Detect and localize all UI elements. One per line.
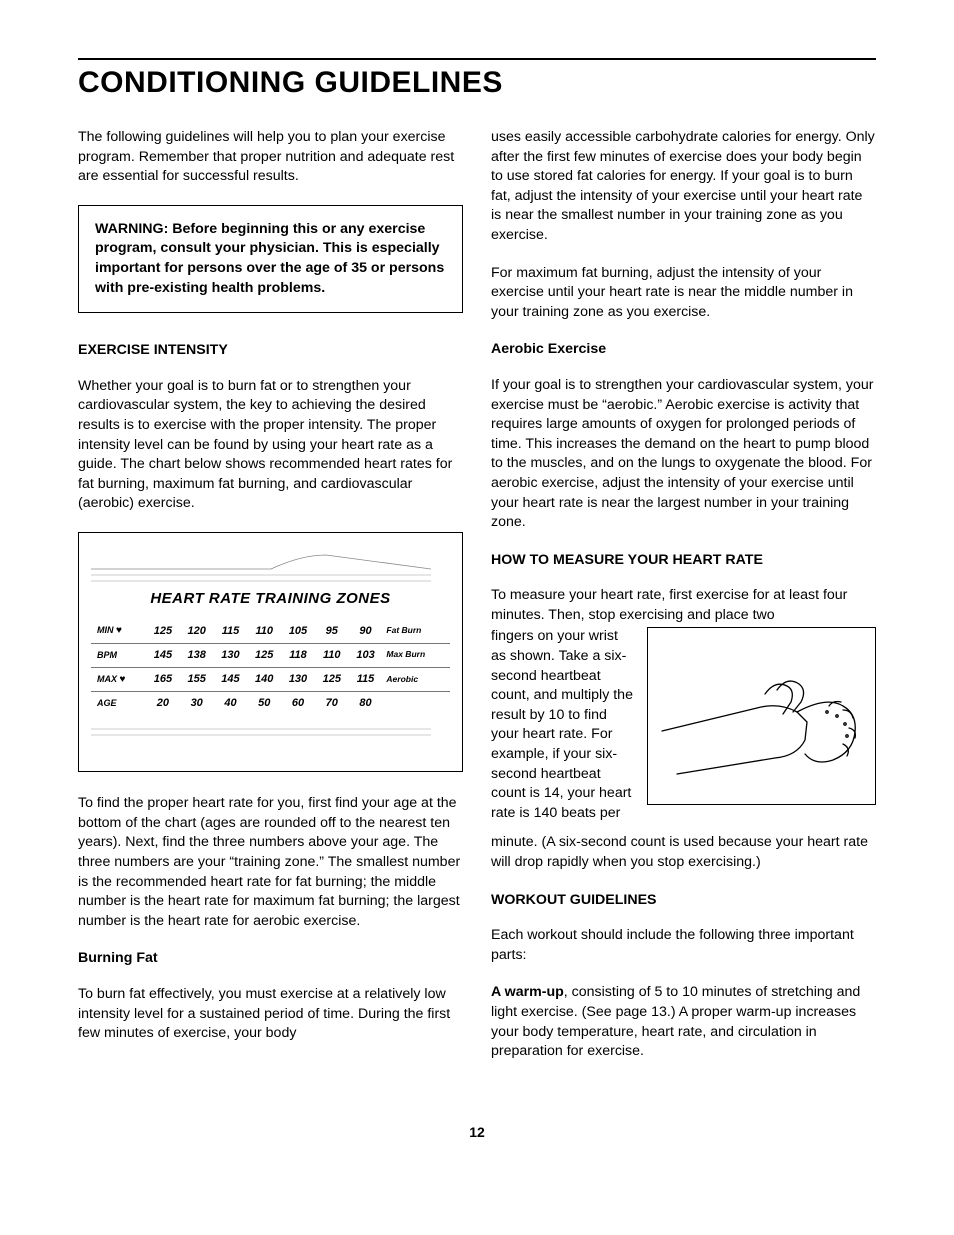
- heart-icon: ♥: [120, 674, 126, 685]
- heading-burning-fat: Burning Fat: [78, 949, 463, 969]
- paragraph-intensity: Whether your goal is to burn fat or to s…: [78, 377, 463, 514]
- heart-rate-chart: HEART RATE TRAINING ZONES MIN ♥ 12512011…: [78, 532, 463, 772]
- paragraph-aerobic: If your goal is to strengthen your cardi…: [491, 376, 876, 533]
- paragraph-max-burn: For maximum fat burning, adjust the inte…: [491, 264, 876, 323]
- two-column-layout: The following guidelines will help you t…: [78, 128, 876, 1080]
- paragraph-measure-side: fingers on your wrist as shown. Take a s…: [491, 627, 633, 823]
- chart-title: HEART RATE TRAINING ZONES: [91, 589, 450, 610]
- paragraph-warmup: A warm-up, consisting of 5 to 10 minutes…: [491, 983, 876, 1061]
- heart-icon: ♥: [116, 625, 122, 636]
- wrist-pulse-illustration: [647, 627, 876, 805]
- heading-aerobic: Aerobic Exercise: [491, 340, 876, 360]
- paragraph-burning-fat: To burn fat effectively, you must exerci…: [78, 985, 463, 1044]
- chart-curve-decoration: [91, 551, 431, 583]
- paragraph-workout-intro: Each workout should include the followin…: [491, 926, 876, 965]
- paragraph-measure-intro: To measure your heart rate, first exerci…: [491, 586, 876, 625]
- chart-table: MIN ♥ 1251201151101059590 Fat Burn BPM 1…: [91, 620, 450, 716]
- paragraph-after-chart: To find the proper heart rate for you, f…: [78, 794, 463, 931]
- paragraph-measure-end: minute. (A six-second count is used beca…: [491, 833, 876, 872]
- chart-bottom-decoration: [91, 723, 431, 753]
- heading-workout: WORKOUT GUIDELINES: [491, 891, 876, 911]
- heading-measure: HOW TO MEASURE YOUR HEART RATE: [491, 551, 876, 571]
- right-column: uses easily accessible carbohydrate calo…: [491, 128, 876, 1080]
- page-number: 12: [78, 1124, 876, 1140]
- paragraph-continuation: uses easily accessible carbohydrate calo…: [491, 128, 876, 246]
- heading-exercise-intensity: EXERCISE INTENSITY: [78, 341, 463, 361]
- warning-box: WARNING: Before beginning this or any ex…: [78, 205, 463, 313]
- page-title: CONDITIONING GUIDELINES: [78, 66, 876, 100]
- left-column: The following guidelines will help you t…: [78, 128, 463, 1080]
- intro-paragraph: The following guidelines will help you t…: [78, 128, 463, 187]
